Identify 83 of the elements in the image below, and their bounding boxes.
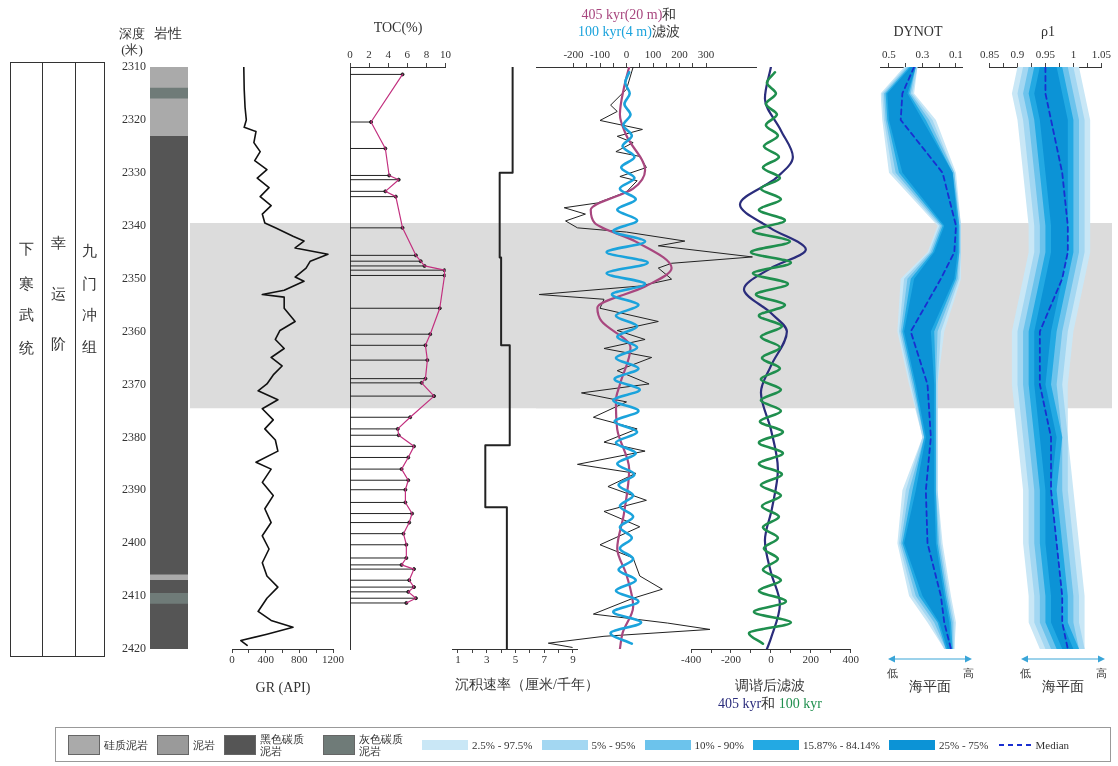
legend-label: 黑色碳质泥岩 <box>260 732 305 757</box>
annotation: 下寒武统 <box>18 231 35 359</box>
x-tick-label: 0.3 <box>915 48 930 61</box>
x-tick-label: 1 <box>455 653 461 666</box>
x-tick-label: 0 <box>768 653 775 666</box>
x-tick-label: 1200 <box>322 653 345 666</box>
legend-label: 2.5% - 97.5% <box>472 738 533 751</box>
text: 高 <box>1095 666 1107 681</box>
y-tick-label: 2320 <box>122 112 146 127</box>
text: 100 kyr <box>778 696 822 711</box>
y-axis-title: 深度 (米) <box>118 26 146 58</box>
x-tick-label: 0.85 <box>979 48 1000 61</box>
legend-label: Median <box>1035 738 1070 751</box>
text: 405 kyr(20 m) <box>581 7 663 22</box>
legend-label: 10% - 90% <box>694 738 744 751</box>
x-tick-label: 400 <box>842 653 860 666</box>
bar <box>150 135 188 576</box>
chart-title: DYNOT <box>893 24 943 40</box>
y-tick-label: 2350 <box>122 270 146 285</box>
x-tick-label: -100 <box>589 48 611 61</box>
x-tick-label: 2 <box>366 48 372 61</box>
bar <box>150 67 188 89</box>
text: 100 kyr(4 m) <box>578 24 652 39</box>
bar <box>150 603 188 649</box>
bar <box>150 593 188 605</box>
x-tick-label: 0.1 <box>949 48 963 61</box>
x-tick-label: -200 <box>563 48 585 61</box>
x-tick-label: 0 <box>347 48 354 61</box>
x-tick-label: 200 <box>671 48 689 61</box>
x-tick-label: 1.05 <box>1091 48 1112 61</box>
text: 405 kyr <box>718 696 762 711</box>
y-tick-label: 2390 <box>122 482 146 497</box>
x-tick-label: 8 <box>423 48 430 61</box>
x-axis-title: 调谐后滤波 <box>735 678 805 694</box>
x-tick-label: -400 <box>681 653 702 666</box>
bar <box>150 98 188 137</box>
x-tick-label: 3 <box>484 653 490 666</box>
annotation: 九门冲组 <box>82 231 98 359</box>
chart-title: TOC(%) <box>373 20 423 36</box>
x-tick-label: 400 <box>257 653 275 666</box>
text: 海平面 <box>909 679 951 695</box>
text: 海平面 <box>1042 679 1084 695</box>
x-tick-label: 9 <box>570 653 577 666</box>
x-tick-label: 4 <box>385 48 392 61</box>
x-tick-label: 6 <box>404 48 411 61</box>
legend-label: 泥岩 <box>193 738 215 751</box>
x-tick-label: -200 <box>720 653 742 666</box>
y-tick-label: 2370 <box>122 376 146 391</box>
chart-title: 岩性 <box>154 26 182 42</box>
x-tick-label: 0 <box>229 653 236 666</box>
x-tick-label: 0.95 <box>1035 48 1056 61</box>
legend-label: 硅质泥岩 <box>104 738 148 751</box>
x-tick-label: 200 <box>802 653 820 666</box>
x-tick-label: 7 <box>541 653 548 666</box>
x-tick-label: 0 <box>623 48 630 61</box>
x-tick-label: 1 <box>1070 48 1077 61</box>
y-tick-label: 2400 <box>122 535 146 550</box>
y-tick-label: 2340 <box>122 217 146 232</box>
x-tick-label: 0.5 <box>882 48 897 61</box>
chart-title: ρ1 <box>1041 24 1055 40</box>
x-tick-label: 100 <box>644 48 662 61</box>
text: 高 <box>962 666 974 681</box>
legend-label: 15.87% - 84.14% <box>803 738 880 751</box>
annotation: 幸运阶 <box>51 223 67 376</box>
text: 低 <box>886 666 898 681</box>
x-tick-label: 800 <box>291 653 309 666</box>
text: 低 <box>1019 666 1031 681</box>
y-tick-label: 2310 <box>122 59 146 74</box>
x-tick-label: 5 <box>512 653 519 666</box>
x-tick-label: 300 <box>697 48 715 61</box>
x-tick-label: 0.9 <box>1010 48 1025 61</box>
legend-label: 25% - 75% <box>939 738 989 751</box>
y-tick-label: 2410 <box>122 588 146 603</box>
x-tick-label: 10 <box>440 48 452 61</box>
y-tick-label: 2380 <box>122 429 146 444</box>
x-axis-title: GR (API) <box>255 680 311 696</box>
legend-label: 5% - 95% <box>591 738 636 751</box>
y-tick-label: 2330 <box>122 164 146 179</box>
y-tick-label: 2420 <box>122 641 146 656</box>
legend-label: 灰色碳质泥岩 <box>359 732 404 757</box>
bar <box>150 579 188 594</box>
x-axis-title: 沉积速率（厘米/千年） <box>455 677 599 693</box>
y-tick-label: 2360 <box>122 323 146 338</box>
